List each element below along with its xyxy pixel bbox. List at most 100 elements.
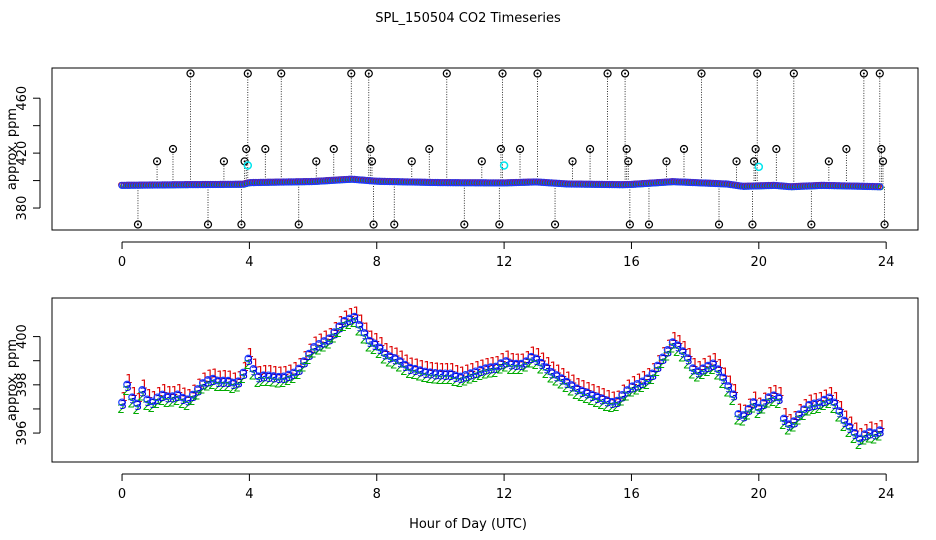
series-1-point: 1 xyxy=(287,362,295,376)
series-3-point: 3 xyxy=(321,336,329,350)
series-3-point: 3 xyxy=(240,368,248,382)
series-2-point: 2 xyxy=(380,353,388,367)
series-1-point: 1 xyxy=(484,356,492,370)
series-circle-point xyxy=(350,312,359,321)
series-2-point: 2 xyxy=(683,358,691,372)
series-2-point: 2 xyxy=(764,397,772,411)
x-tick-label: 20 xyxy=(751,255,768,270)
series-circle-point xyxy=(204,375,212,384)
baseline-point-3 xyxy=(696,179,705,187)
series-1-point: 1 xyxy=(726,374,734,388)
baseline-point-3 xyxy=(535,178,543,186)
baseline-point-3 xyxy=(547,179,556,187)
series-circle-point xyxy=(214,376,222,385)
series-3-point: 3 xyxy=(382,349,390,363)
baseline-point-3 xyxy=(550,179,558,187)
series-2-point: 2 xyxy=(213,380,221,394)
series-2-point: 2 xyxy=(622,389,630,403)
series-3-point: 3 xyxy=(392,353,400,367)
series-3-point: 3 xyxy=(448,369,456,383)
series-3-point: 3 xyxy=(533,354,541,368)
spike-marker xyxy=(407,157,416,166)
series-2-point: 2 xyxy=(269,376,277,390)
series-1-point: 1 xyxy=(671,330,679,344)
series-3-point: 3 xyxy=(832,398,840,412)
series-circle-point xyxy=(724,382,733,390)
spike-marker-dot xyxy=(624,72,627,75)
series-1-point: 1 xyxy=(711,351,719,365)
series-1-point: 1 xyxy=(368,328,376,342)
series-3-point: 3 xyxy=(614,396,622,410)
series-2-point: 2 xyxy=(592,396,600,410)
spike-marker xyxy=(203,220,213,229)
series-circle-point xyxy=(603,396,611,405)
series-2-point: 2 xyxy=(835,411,843,425)
series-3-point: 3 xyxy=(640,377,648,391)
series-1-point: 1 xyxy=(853,420,861,434)
series-circle-point xyxy=(810,399,819,408)
series-1-point: 1 xyxy=(752,390,760,404)
series-3-point: 3 xyxy=(695,367,703,381)
series-2-point: 2 xyxy=(632,383,640,397)
series-1-point: 1 xyxy=(701,356,709,370)
spike-marker xyxy=(261,144,270,154)
series-1-point: 1 xyxy=(125,372,133,386)
spike-marker xyxy=(364,69,373,78)
spike-marker-dot xyxy=(682,148,685,150)
series-1-point: 1 xyxy=(272,364,280,378)
series-2-point: 2 xyxy=(410,368,418,382)
series-1-point: 1 xyxy=(120,390,128,404)
series-1-point: 1 xyxy=(393,346,401,360)
spike-marker-dot xyxy=(350,72,353,75)
series-1-point: 1 xyxy=(236,369,244,383)
series-circle-point xyxy=(795,410,803,419)
baseline-point-3 xyxy=(772,181,780,190)
spike-marker-dot xyxy=(718,223,721,226)
series-1-point: 1 xyxy=(822,387,830,401)
series-3-point: 3 xyxy=(665,345,673,359)
series-1-point: 1 xyxy=(630,374,638,388)
series-circle-point xyxy=(507,359,515,368)
series-circle-point xyxy=(178,393,187,402)
series-circle-point xyxy=(345,314,354,323)
series-3-point: 3 xyxy=(352,312,360,326)
series-1-point: 1 xyxy=(241,360,249,374)
baseline-point-3 xyxy=(545,179,553,187)
series-1-point: 1 xyxy=(600,386,608,400)
series-3-point: 3 xyxy=(837,406,845,420)
series-1-point: 1 xyxy=(843,408,851,422)
series-2-point: 2 xyxy=(476,369,484,383)
series-1-point: 1 xyxy=(534,346,542,360)
spike-marker xyxy=(751,144,760,154)
series-3-point: 3 xyxy=(720,373,728,387)
spike-marker-dot xyxy=(372,223,375,226)
spike-marker-dot xyxy=(246,72,249,75)
spike-marker xyxy=(242,144,251,154)
spike-marker xyxy=(877,144,886,154)
series-circle-point xyxy=(406,363,414,372)
series-1-point: 1 xyxy=(575,376,583,390)
baseline-point-3 xyxy=(775,182,783,190)
series-1-point: 1 xyxy=(358,313,366,327)
series-1-point: 1 xyxy=(777,385,785,399)
series-2-point: 2 xyxy=(713,369,721,383)
series-2-point: 2 xyxy=(572,388,580,402)
series-circle-point xyxy=(582,388,591,397)
spike-marker-dot xyxy=(881,160,884,163)
series-3-point: 3 xyxy=(736,409,744,423)
spike-marker-dot xyxy=(156,160,159,163)
series-2-point: 2 xyxy=(309,346,317,360)
spike-marker xyxy=(495,220,504,229)
series-2-point: 2 xyxy=(441,373,449,387)
series-circle-point xyxy=(855,434,864,443)
series-1-point: 1 xyxy=(363,321,371,335)
series-2-point: 2 xyxy=(552,374,560,388)
series-2-point: 2 xyxy=(511,363,519,377)
series-3-point: 3 xyxy=(518,359,526,373)
series-3-point: 3 xyxy=(387,352,395,366)
spike-marker xyxy=(498,69,507,78)
series-2-point: 2 xyxy=(370,343,378,357)
series-3-point: 3 xyxy=(508,359,516,373)
series-3-point: 3 xyxy=(150,397,158,411)
series-1-point: 1 xyxy=(408,355,416,369)
